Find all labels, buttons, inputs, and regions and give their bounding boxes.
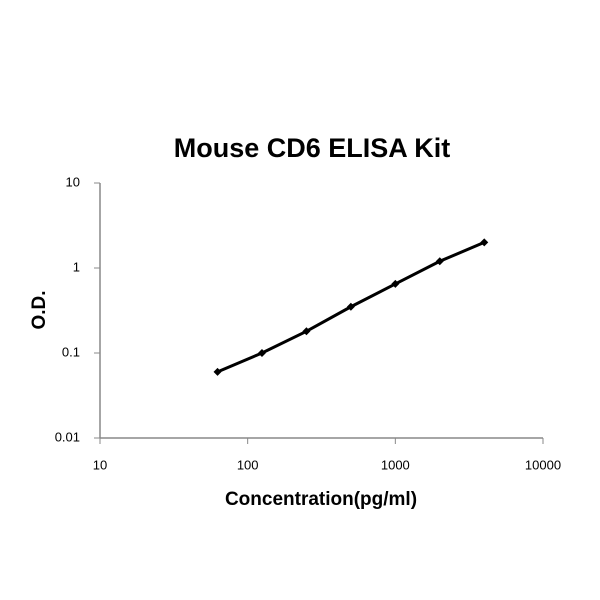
x-axis-label: Concentration(pg/ml): [225, 489, 417, 510]
data-point: [391, 279, 400, 288]
x-tick-label: 10000: [525, 457, 561, 472]
y-axis-label: O.D.: [29, 290, 50, 329]
chart-title: Mouse CD6 ELISA Kit: [174, 133, 451, 163]
data-point: [480, 238, 489, 247]
x-tick-label: 100: [237, 457, 259, 472]
data-point: [257, 349, 266, 357]
data-point: [435, 257, 444, 266]
y-tick-label: 0.1: [62, 344, 80, 359]
data-point: [213, 367, 222, 376]
y-tick-label: 0.01: [55, 429, 80, 444]
data-point: [302, 327, 311, 336]
x-tick-label: 10: [93, 457, 107, 472]
data-point: [346, 302, 355, 311]
y-tick-label: 10: [66, 174, 80, 189]
x-tick-label: 1000: [381, 457, 410, 472]
y-tick-label: 1: [73, 259, 80, 274]
